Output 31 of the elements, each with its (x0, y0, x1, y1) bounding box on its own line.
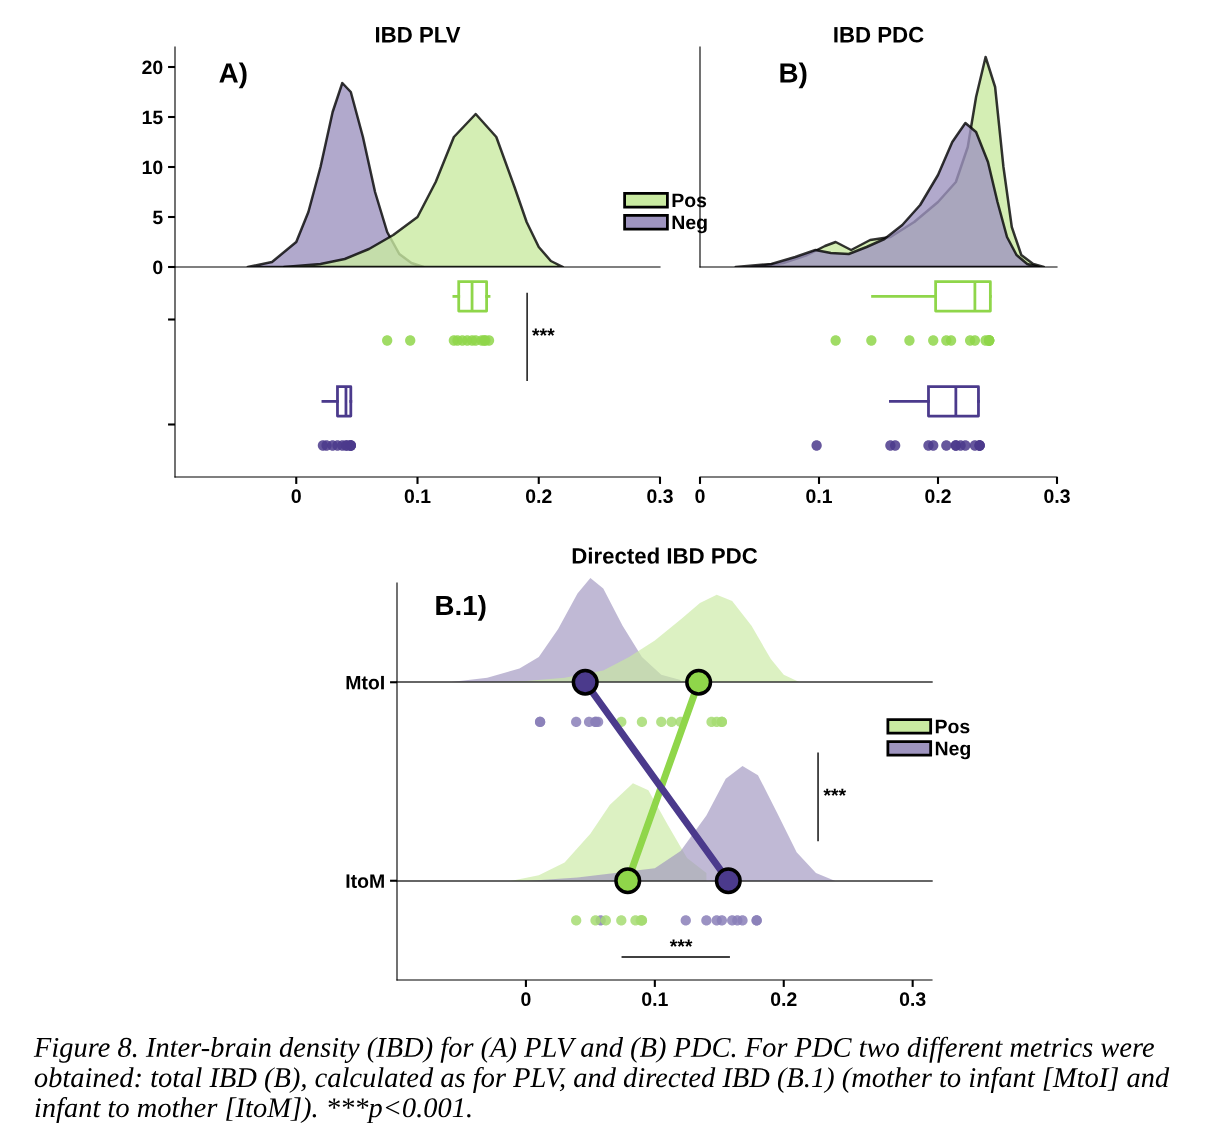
y-tick-label: 15 (142, 110, 163, 125)
caption: Figure 8. Inter-brain density (IBD) for (A) PLV and (B) PDC. For PDC two different metrics were obtained: total IBD (B), calculated as for PLV, and directed IBD (B.1) (mother to infant [MtoI] and infant to mother [ItoM]). ***p<0.001. (33, 1036, 1170, 1124)
legend-label: Neg (935, 741, 970, 760)
annotation: B.1) (436, 594, 486, 621)
legend-label: Pos (935, 719, 970, 734)
x-tick-label: 0.2 (526, 489, 552, 504)
y-tick-label: ItoM (346, 874, 384, 888)
x-tick-label: 0.1 (642, 992, 668, 1007)
y-tick-label: 0 (153, 260, 163, 275)
chart-title: IBD PLV (375, 27, 461, 43)
x-tick-label: 0.3 (647, 489, 673, 504)
x-tick-label: 0.2 (925, 489, 951, 504)
x-tick-label: 0.2 (771, 992, 797, 1007)
y-tick-label: 10 (142, 160, 163, 175)
x-tick-label: 0.1 (806, 489, 832, 504)
annotation: A) (219, 62, 247, 89)
x-tick-label: 0 (521, 992, 531, 1007)
annotation: *** (669, 939, 693, 947)
y-tick-label: MtoI (346, 675, 384, 690)
annotation: B) (780, 62, 807, 89)
y-tick-label: 20 (142, 60, 163, 75)
chart-title: Directed IBD PDC (572, 547, 758, 564)
annotation: *** (823, 788, 847, 796)
y-tick-label: 5 (152, 210, 163, 225)
chart-title: IBD PDC (834, 26, 924, 43)
x-tick-label: 0.3 (899, 992, 926, 1007)
x-tick-label: 0 (695, 489, 705, 504)
x-tick-label: 0.3 (1044, 489, 1070, 504)
x-tick-label: 0 (291, 489, 301, 504)
x-tick-label: 0.1 (404, 489, 431, 504)
annotation: *** (532, 328, 555, 336)
